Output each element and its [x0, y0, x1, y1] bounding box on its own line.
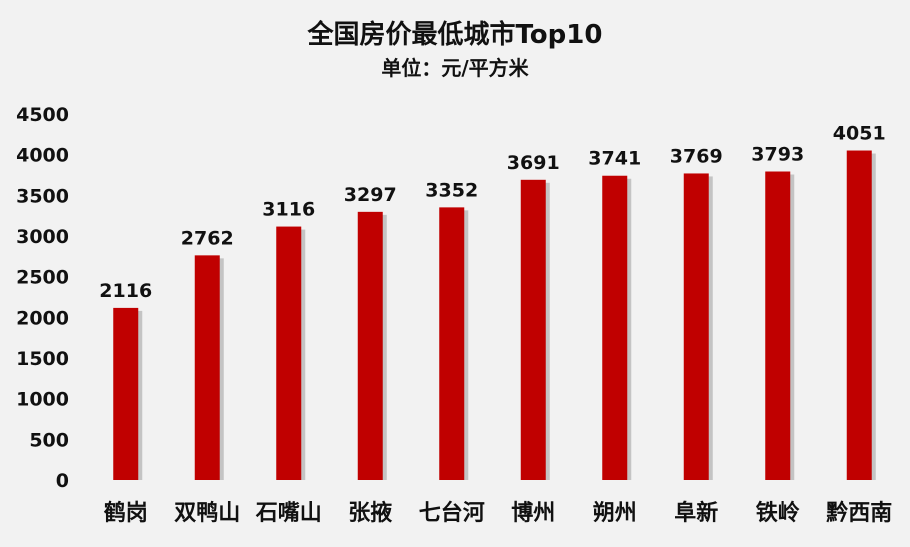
y-tick-label: 3000	[16, 226, 69, 248]
y-tick-label: 4000	[16, 145, 69, 167]
data-label: 3691	[507, 152, 560, 174]
data-label: 3741	[588, 148, 641, 170]
y-tick-label: 500	[29, 429, 69, 451]
category-label: 朔州	[593, 501, 637, 526]
bar	[520, 179, 546, 481]
y-tick-label: 4500	[16, 104, 69, 126]
category-label: 鹤岗	[104, 500, 148, 526]
bar	[194, 255, 220, 480]
category-label: 张掖	[348, 500, 392, 526]
bar	[602, 175, 628, 480]
category-label: 铁岭	[756, 500, 800, 526]
bar	[765, 171, 791, 480]
data-label: 4051	[833, 123, 886, 145]
category-label: 黔西南	[826, 500, 892, 526]
category-label: 双鸭山	[174, 500, 240, 526]
category-label: 七台河	[419, 500, 485, 526]
data-label: 2116	[99, 280, 152, 302]
y-tick-label: 2000	[16, 307, 69, 329]
data-label: 3352	[425, 179, 478, 201]
y-tick-label: 2500	[16, 267, 69, 289]
category-label: 石嘴山	[255, 501, 322, 526]
data-label: 2762	[181, 227, 234, 249]
data-label: 3297	[344, 184, 397, 206]
bar	[683, 173, 709, 481]
bar	[357, 211, 383, 480]
data-label: 3116	[262, 199, 315, 221]
category-label: 阜新	[674, 500, 718, 526]
y-tick-label: 0	[56, 470, 69, 492]
chart-title: 全国房价最低城市Top10	[307, 20, 603, 50]
bar	[113, 307, 139, 480]
bar	[846, 150, 872, 480]
bar	[276, 226, 302, 480]
category-label: 博州	[511, 500, 555, 526]
bar	[439, 207, 465, 480]
y-tick-label: 1500	[16, 348, 69, 370]
chart-subtitle: 单位：元/平方米	[381, 56, 529, 80]
data-label: 3769	[670, 145, 723, 167]
y-tick-label: 1000	[16, 389, 69, 411]
data-label: 3793	[751, 144, 804, 166]
y-tick-label: 3500	[16, 185, 69, 207]
